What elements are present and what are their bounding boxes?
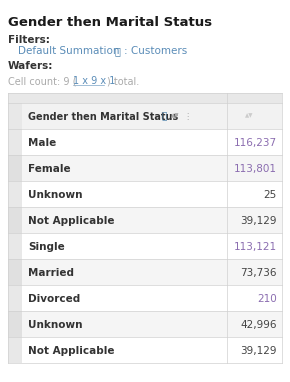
Bar <box>8 233 282 259</box>
Bar <box>8 207 22 233</box>
Text: 73,736: 73,736 <box>240 268 277 278</box>
Text: 113,121: 113,121 <box>234 242 277 252</box>
Text: 39,129: 39,129 <box>240 216 277 226</box>
Bar <box>8 259 282 285</box>
Bar <box>8 181 282 207</box>
Text: ▲▼: ▲▼ <box>171 113 180 118</box>
Text: 42,996: 42,996 <box>240 320 277 330</box>
Text: 113,801: 113,801 <box>234 164 277 174</box>
Text: Female: Female <box>28 164 71 174</box>
Text: ⓘ: ⓘ <box>161 113 166 121</box>
Bar <box>8 233 22 259</box>
Text: 116,237: 116,237 <box>234 138 277 148</box>
Bar <box>8 285 282 311</box>
Text: Gender then Marital Status: Gender then Marital Status <box>28 112 178 122</box>
Bar <box>8 129 22 155</box>
Text: Male: Male <box>28 138 56 148</box>
Bar <box>8 337 282 363</box>
Bar <box>8 181 22 207</box>
Text: Default Summation: Default Summation <box>18 46 119 56</box>
Text: Divorced: Divorced <box>28 294 80 304</box>
Text: Wafers:: Wafers: <box>8 61 53 71</box>
Text: 39,129: 39,129 <box>240 346 277 356</box>
Text: Not Applicable: Not Applicable <box>28 346 115 356</box>
Bar <box>8 285 22 311</box>
Bar <box>8 259 22 285</box>
Text: ▲▼: ▲▼ <box>245 113 253 118</box>
Text: ⋮: ⋮ <box>183 113 191 121</box>
Text: Unknown: Unknown <box>28 190 82 200</box>
Text: : Customers: : Customers <box>124 46 187 56</box>
Text: Married: Married <box>28 268 74 278</box>
Text: Unknown: Unknown <box>28 320 82 330</box>
Text: Not Applicable: Not Applicable <box>28 216 115 226</box>
Bar <box>8 155 282 181</box>
Bar <box>8 207 282 233</box>
Bar <box>8 311 22 337</box>
Text: Gender then Marital Status: Gender then Marital Status <box>8 16 212 29</box>
Bar <box>8 155 22 181</box>
Text: 210: 210 <box>257 294 277 304</box>
Text: 25: 25 <box>264 190 277 200</box>
Bar <box>8 103 282 129</box>
Bar <box>8 337 22 363</box>
Text: Cell count: 9 (: Cell count: 9 ( <box>8 76 77 86</box>
Bar <box>8 129 282 155</box>
Text: ) total.: ) total. <box>107 76 139 86</box>
Bar <box>8 93 282 103</box>
Text: Single: Single <box>28 242 65 252</box>
Bar <box>8 103 22 129</box>
Bar <box>8 311 282 337</box>
Text: 1 x 9 x 1: 1 x 9 x 1 <box>73 76 115 86</box>
Text: ⓘ: ⓘ <box>115 46 121 56</box>
Text: Filters:: Filters: <box>8 35 50 45</box>
